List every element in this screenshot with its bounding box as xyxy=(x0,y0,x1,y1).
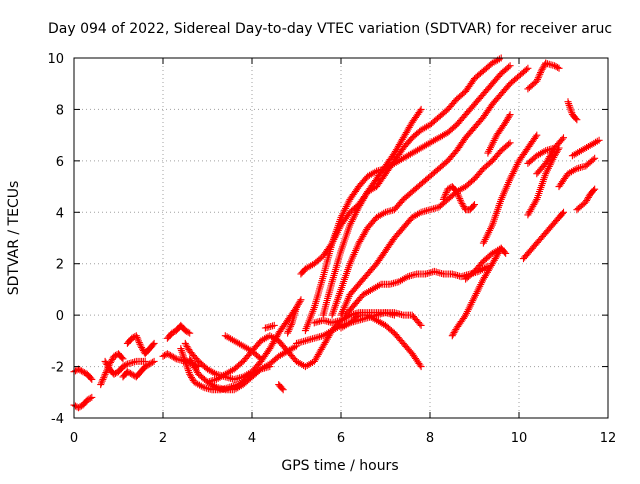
y-tick-label: -2 xyxy=(51,361,64,376)
data-marker-trace xyxy=(119,357,158,381)
data-marker-trace xyxy=(524,59,550,93)
series-arc-27 xyxy=(448,244,505,340)
data-marker-trace xyxy=(555,154,599,191)
series-arc-36 xyxy=(555,154,599,191)
series-arc-30 xyxy=(484,111,514,157)
data-marker-trace xyxy=(484,111,514,157)
data-marker-trace xyxy=(520,208,567,263)
axis-ticks: 0 2 4 6 8 10 12 -4 -2 0 2 4 6 8 10 xyxy=(47,52,616,446)
series-arc-37 xyxy=(564,98,581,124)
series-arc-10 xyxy=(181,296,305,383)
series-arc-26 xyxy=(439,183,478,214)
series-arc-19 xyxy=(337,311,425,371)
data-marker-trace xyxy=(284,303,300,337)
data-points xyxy=(70,54,603,412)
data-marker-trace xyxy=(462,244,510,283)
series-arc-29 xyxy=(479,131,541,247)
data-marker-trace xyxy=(163,321,194,342)
y-tick-label: -4 xyxy=(51,412,64,427)
data-marker-trace xyxy=(479,131,541,247)
series-arc-5 xyxy=(119,357,158,381)
data-marker-trace xyxy=(542,59,563,72)
y-tick-label: 6 xyxy=(56,155,64,170)
grid xyxy=(74,58,608,418)
series-arc-21 xyxy=(301,62,514,335)
data-marker-trace xyxy=(261,321,278,332)
y-tick-label: 0 xyxy=(56,309,64,324)
series-arc-39 xyxy=(573,185,599,214)
series-arc-22 xyxy=(319,105,425,319)
series-arc-8 xyxy=(163,321,194,342)
data-marker-trace xyxy=(319,105,425,319)
data-marker-trace xyxy=(328,64,532,319)
data-marker-trace xyxy=(275,381,287,394)
x-tick-label: 4 xyxy=(248,431,256,446)
series-arc-24 xyxy=(337,139,514,319)
x-axis-label: GPS time / hours xyxy=(281,458,398,474)
series-arc-14 xyxy=(275,381,287,394)
x-tick-label: 8 xyxy=(426,431,434,446)
x-tick-label: 10 xyxy=(511,431,528,446)
data-marker-trace xyxy=(337,139,514,319)
y-tick-label: 2 xyxy=(56,258,64,273)
series-arc-6 xyxy=(123,332,158,358)
series-arc-35 xyxy=(520,208,567,263)
data-marker-trace xyxy=(439,183,478,214)
data-marker-trace xyxy=(573,185,599,214)
data-marker-trace xyxy=(524,144,563,219)
data-marker-trace xyxy=(568,136,603,160)
series-arc-23 xyxy=(328,64,532,319)
data-marker-trace xyxy=(101,357,149,378)
data-marker-trace xyxy=(448,244,505,340)
series-arc-40 xyxy=(533,134,567,178)
data-marker-trace xyxy=(564,98,581,124)
data-marker-trace xyxy=(181,296,305,383)
x-tick-label: 0 xyxy=(70,431,78,446)
series-arc-38 xyxy=(568,136,603,160)
x-tick-label: 2 xyxy=(159,431,167,446)
y-axis-label: SDTVAR / TECUs xyxy=(6,181,22,296)
series-arc-16 xyxy=(284,303,300,337)
x-tick-label: 6 xyxy=(337,431,345,446)
data-marker-trace xyxy=(301,62,514,335)
data-marker-trace xyxy=(123,332,158,358)
series-arc-31 xyxy=(524,144,563,219)
series-arc-15 xyxy=(261,321,278,332)
y-tick-label: 8 xyxy=(56,103,64,118)
series-arc-4 xyxy=(101,357,149,378)
x-tick-label: 12 xyxy=(600,431,617,446)
chart-title: Day 094 of 2022, Sidereal Day-to-day VTE… xyxy=(48,21,612,37)
series-arc-28 xyxy=(462,244,510,283)
data-marker-trace xyxy=(337,311,425,371)
series-arc-34 xyxy=(542,59,563,72)
y-tick-label: 4 xyxy=(56,206,64,221)
y-tick-label: 10 xyxy=(47,52,64,67)
series-arc-33 xyxy=(524,59,550,93)
data-marker-trace xyxy=(533,134,567,178)
